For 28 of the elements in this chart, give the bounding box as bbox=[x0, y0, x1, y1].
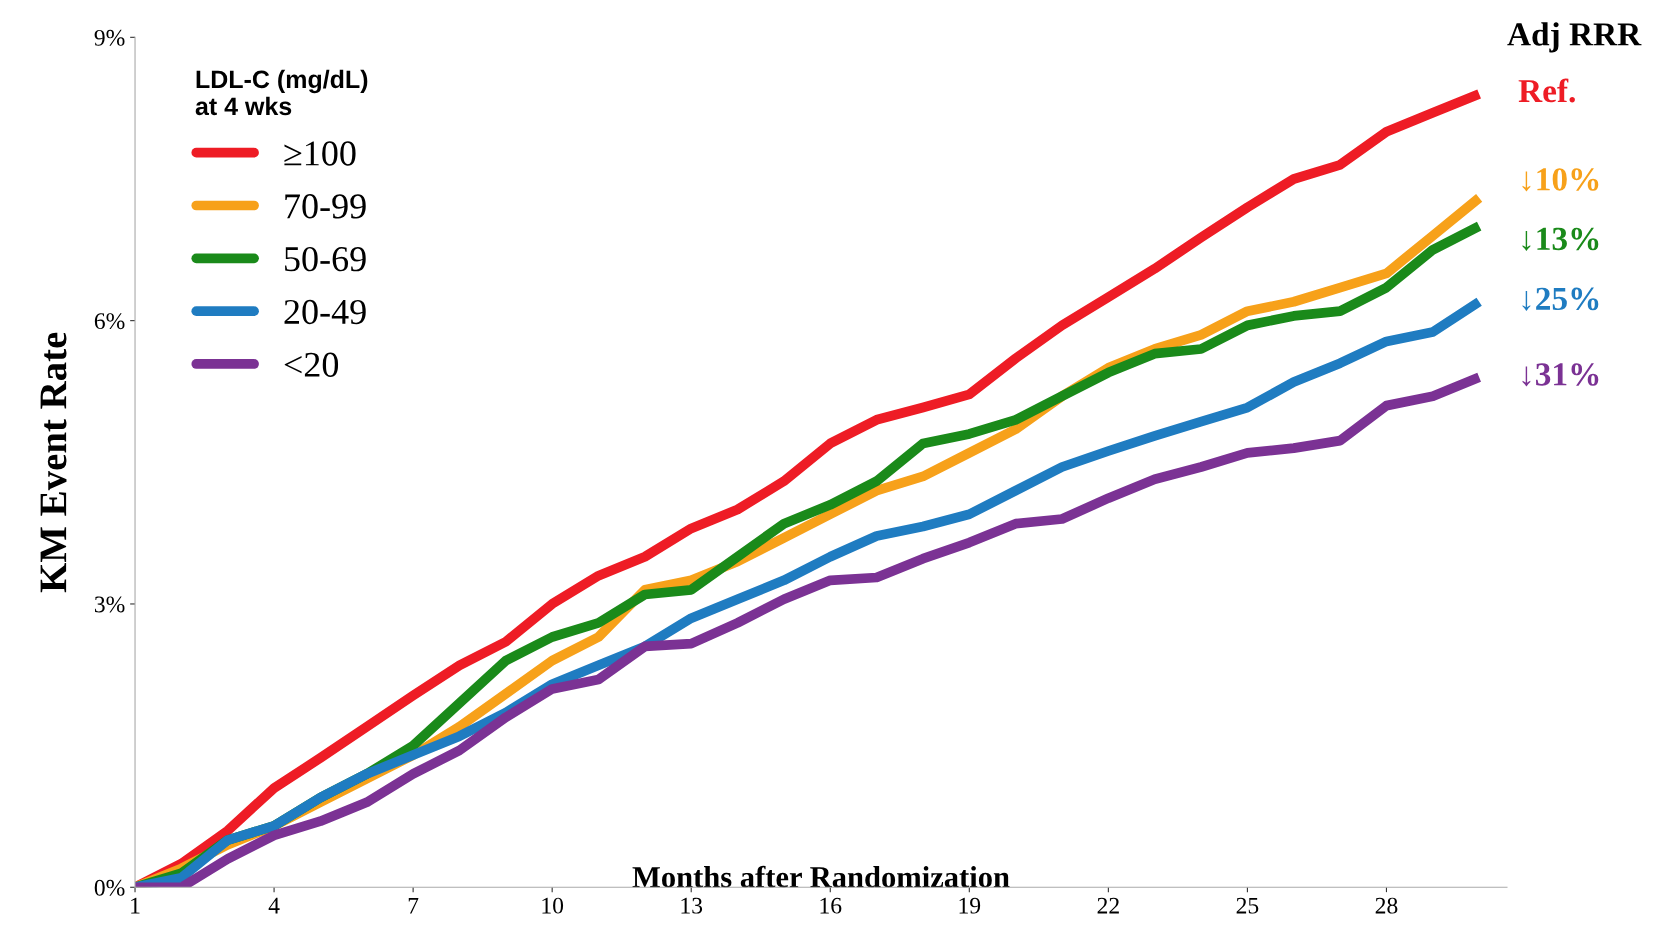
legend-label: 70-99 bbox=[285, 194, 366, 219]
x-tick-label: 4 bbox=[268, 897, 280, 914]
x-axis-title: Months after Randomization bbox=[632, 865, 1010, 888]
text: Ref. bbox=[1518, 78, 1575, 103]
text: Adj RRR bbox=[1507, 22, 1642, 53]
text: ↓25% bbox=[1522, 287, 1599, 311]
legend-label: 50-69 bbox=[285, 246, 366, 272]
y-axis-title: KM Event Rate bbox=[40, 332, 67, 593]
y-tick-label: 0% bbox=[94, 879, 125, 896]
y-tick-label: 9% bbox=[94, 29, 125, 46]
x-tick-label: 22 bbox=[1097, 897, 1119, 914]
x-tick-label: 10 bbox=[542, 897, 564, 914]
x-tick-label: 16 bbox=[820, 897, 842, 914]
text: ↓31% bbox=[1522, 363, 1599, 387]
x-tick-label: 13 bbox=[681, 897, 703, 914]
legend-title: LDL-C (mg/dL) at 4 wks bbox=[195, 69, 368, 116]
legend-label: ≥100 bbox=[284, 141, 356, 166]
x-tick-label: 1 bbox=[131, 897, 140, 914]
x-tick-label: 19 bbox=[959, 897, 981, 914]
legend-label: <20 bbox=[284, 352, 339, 377]
x-tick-label: 7 bbox=[408, 897, 419, 914]
x-tick-label: 28 bbox=[1375, 897, 1398, 914]
y-tick-label: 6% bbox=[94, 313, 125, 330]
x-tick-label: 25 bbox=[1236, 897, 1259, 914]
text: ↓13% bbox=[1522, 227, 1599, 251]
y-tick-label: 3% bbox=[94, 596, 125, 613]
text: ↓10% bbox=[1522, 168, 1599, 192]
legend-label: 20-49 bbox=[284, 299, 366, 325]
